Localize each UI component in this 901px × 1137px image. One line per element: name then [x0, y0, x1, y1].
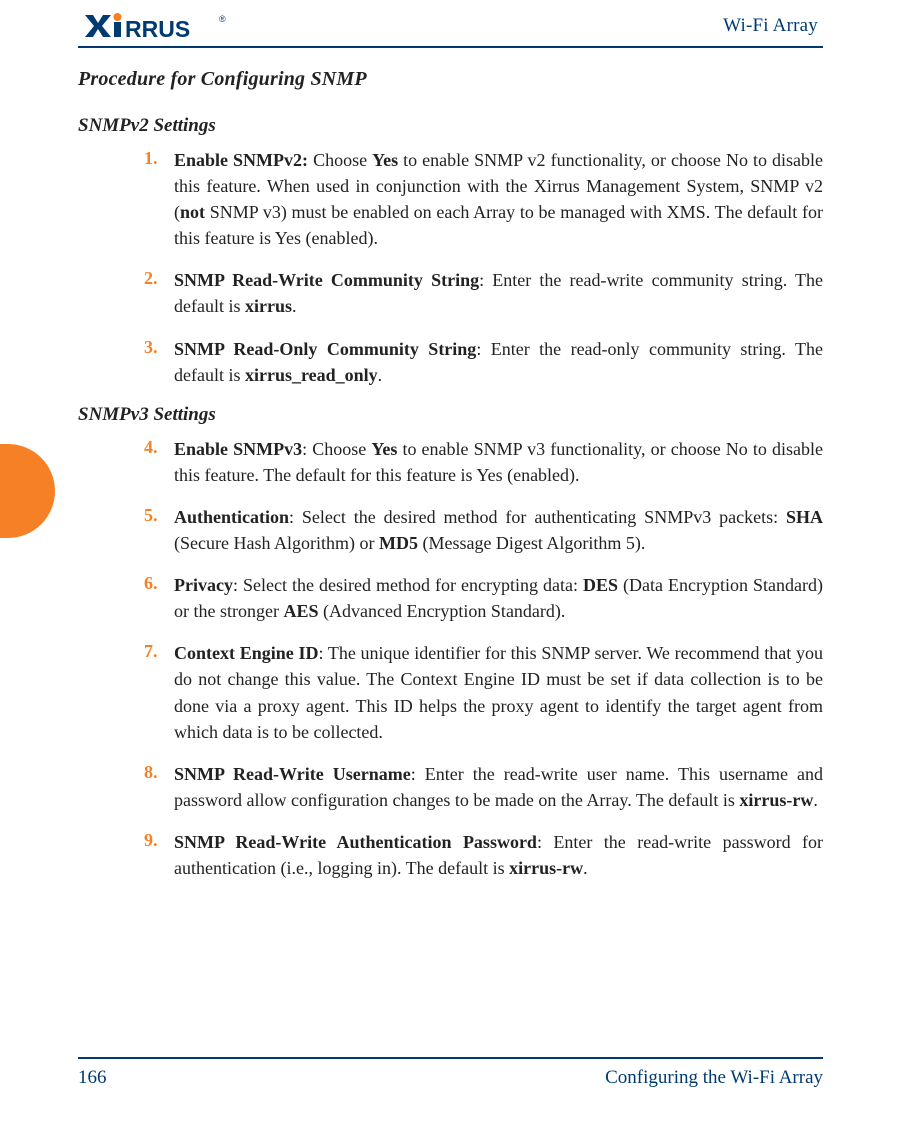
section-heading-snmpv2: SNMPv2 Settings: [78, 115, 823, 137]
list-item: 7.Context Engine ID: The unique identifi…: [144, 640, 823, 744]
list-item: 5.Authentication: Select the desired met…: [144, 504, 823, 556]
list-item: 8.SNMP Read-Write Username: Enter the re…: [144, 761, 823, 813]
list-item-body: Enable SNMPv3: Choose Yes to enable SNMP…: [174, 436, 823, 488]
page-title: Procedure for Configuring SNMP: [78, 68, 823, 91]
list-item-body: SNMP Read-Write Community String: Enter …: [174, 267, 823, 319]
list-item-number: 1.: [144, 147, 174, 169]
list-item-body: SNMP Read-Write Authentication Password:…: [174, 829, 823, 881]
page-header: RRUS ® Wi-Fi Array: [78, 12, 823, 48]
list-item-number: 4.: [144, 436, 174, 458]
list-item: 9.SNMP Read-Write Authentication Passwor…: [144, 829, 823, 881]
list-item: 1.Enable SNMPv2: Choose Yes to enable SN…: [144, 147, 823, 251]
list-item-number: 6.: [144, 572, 174, 594]
list-item: 2.SNMP Read-Write Community String: Ente…: [144, 267, 823, 319]
list-item: 4.Enable SNMPv3: Choose Yes to enable SN…: [144, 436, 823, 488]
list-item-number: 7.: [144, 640, 174, 662]
list-item: 6.Privacy: Select the desired method for…: [144, 572, 823, 624]
svg-text:®: ®: [219, 14, 226, 24]
list-item: 3.SNMP Read-Only Community String: Enter…: [144, 336, 823, 388]
list-item-body: SNMP Read-Write Username: Enter the read…: [174, 761, 823, 813]
svg-text:RRUS: RRUS: [125, 16, 190, 40]
page-number: 166: [78, 1067, 107, 1089]
list-item-number: 5.: [144, 504, 174, 526]
list-item-body: Authentication: Select the desired metho…: [174, 504, 823, 556]
brand-logo: RRUS ®: [83, 12, 233, 40]
list-item-body: Context Engine ID: The unique identifier…: [174, 640, 823, 744]
page-thumb-tab: [0, 444, 55, 538]
list-item-number: 8.: [144, 761, 174, 783]
page-footer: 166 Configuring the Wi-Fi Array: [78, 1057, 823, 1089]
list-item-number: 9.: [144, 829, 174, 851]
footer-section-title: Configuring the Wi-Fi Array: [605, 1067, 823, 1089]
section-heading-snmpv3: SNMPv3 Settings: [78, 404, 823, 426]
list-item-number: 3.: [144, 336, 174, 358]
list-item-body: SNMP Read-Only Community String: Enter t…: [174, 336, 823, 388]
header-product-name: Wi-Fi Array: [723, 15, 818, 37]
list-item-number: 2.: [144, 267, 174, 289]
list-item-body: Enable SNMPv2: Choose Yes to enable SNMP…: [174, 147, 823, 251]
list-item-body: Privacy: Select the desired method for e…: [174, 572, 823, 624]
